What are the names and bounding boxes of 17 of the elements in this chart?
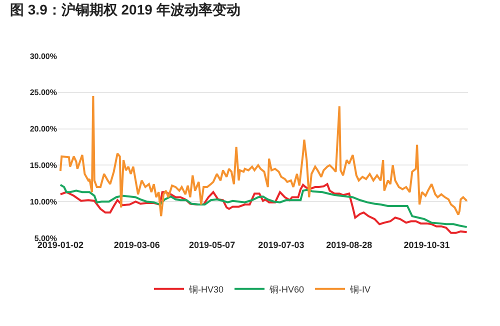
x-tick-label: 2019-03-06 [114, 240, 160, 250]
y-tick-label: 10.00% [30, 197, 57, 206]
x-tick-label: 2019-07-03 [258, 240, 304, 250]
x-tick-label: 2019-05-07 [189, 240, 236, 250]
chart-title: 图 3.9：沪铜期权 2019 年波动率变动 [10, 2, 240, 18]
y-tick-label: 15.00% [30, 161, 57, 170]
x-tick-label: 2019-08-28 [326, 240, 372, 250]
y-tick-label: 5.00% [34, 234, 57, 243]
legend-label: 铜-HV30 [188, 284, 224, 294]
x-tick-label: 2019-10-31 [404, 240, 450, 250]
y-tick-label: 20.00% [30, 124, 57, 134]
line-series [59, 95, 468, 218]
y-tick-label: 30.00% [30, 52, 57, 61]
y-tick-label: 25.00% [30, 88, 57, 98]
legend-label: 铜-IV [349, 284, 371, 294]
legend-label: 铜-HV60 [268, 284, 304, 294]
x-tick-label: 2019-01-02 [37, 240, 84, 250]
